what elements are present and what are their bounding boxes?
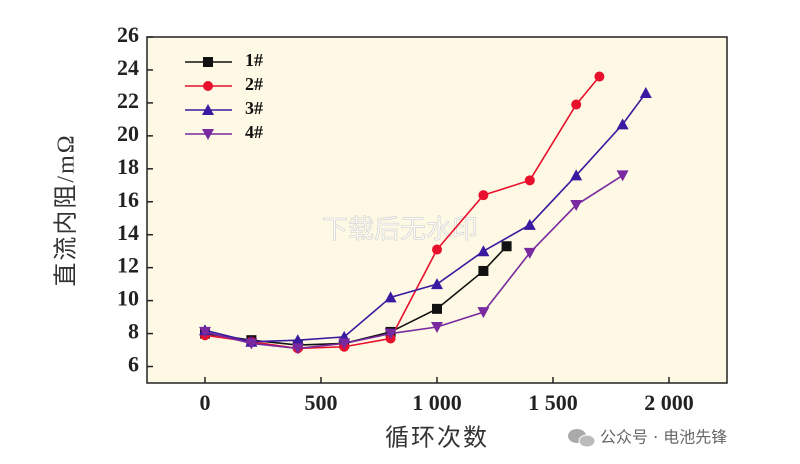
marker [432, 244, 442, 255]
marker [570, 200, 583, 212]
series-line [204, 174, 624, 350]
y-tick-label: 14 [117, 220, 139, 245]
marker [291, 343, 304, 355]
legend-label: 2# [245, 74, 263, 94]
marker [639, 87, 652, 99]
marker [384, 291, 397, 303]
wechat-icon [568, 429, 596, 448]
x-tick-label: 2 000 [644, 390, 694, 415]
x-tick-label: 1 500 [528, 390, 578, 415]
marker [478, 265, 489, 276]
marker [432, 303, 442, 314]
marker [245, 338, 258, 350]
legend-marker [202, 129, 214, 140]
y-tick-label: 18 [117, 154, 139, 179]
series-line [204, 76, 601, 350]
marker [501, 241, 512, 252]
x-axis-title: 循环次数 [385, 425, 489, 452]
legend-label: 1# [245, 50, 263, 70]
marker [431, 321, 443, 333]
y-tick-label: 26 [117, 22, 139, 47]
y-tick-label: 12 [117, 253, 139, 278]
legend-marker [202, 104, 214, 115]
marker [477, 245, 490, 257]
legend-marker [203, 57, 213, 67]
x-tick-label: 500 [305, 390, 338, 415]
x-tick-label: 0 [200, 390, 211, 415]
marker [616, 118, 629, 130]
marker [594, 71, 605, 82]
marker [477, 307, 490, 319]
y-tick-label: 10 [117, 286, 139, 311]
y-tick-label: 8 [128, 319, 139, 344]
y-tick-label: 6 [128, 352, 139, 377]
marker [431, 278, 443, 290]
marker [199, 326, 211, 338]
y-tick-label: 22 [117, 88, 139, 113]
x-tick-label: 1 000 [412, 390, 462, 415]
marker [523, 247, 536, 259]
legend-label: 3# [245, 98, 263, 118]
marker [523, 218, 536, 230]
marker [571, 99, 582, 110]
marker [478, 190, 489, 201]
marker [384, 328, 397, 340]
y-axis-title: 直流内阻/mΩ [53, 133, 80, 286]
watermark: 下载后无水印 [322, 215, 478, 244]
marker [570, 169, 583, 181]
y-tick-label: 24 [117, 55, 139, 80]
marker [291, 334, 304, 346]
marker [616, 170, 629, 182]
marker [338, 338, 351, 350]
y-tick-label: 16 [117, 187, 139, 212]
legend-label: 4# [245, 122, 263, 142]
marker [524, 175, 535, 186]
source-label: 公众号 · 电池先锋 [600, 428, 727, 447]
legend-marker [203, 81, 213, 91]
y-tick-label: 20 [117, 121, 139, 146]
